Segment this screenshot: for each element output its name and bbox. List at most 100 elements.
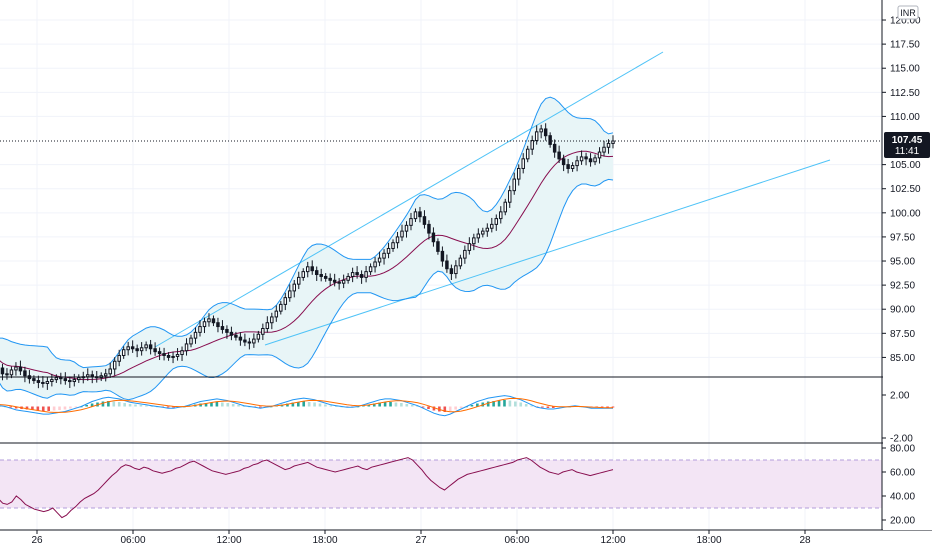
candle-body	[472, 237, 476, 245]
rsi-tick-label: 80.00	[890, 444, 915, 455]
macd-histogram-bar	[372, 403, 376, 407]
candle	[404, 221, 409, 238]
macd-line	[0, 395, 613, 417]
candle-body	[543, 128, 548, 137]
candle-body	[337, 281, 341, 284]
macd-histogram-bar	[242, 406, 246, 407]
macd-histogram-bar	[313, 402, 316, 407]
macd-histogram-bar	[52, 406, 56, 411]
rising-wedge-trendlines[interactable]	[154, 51, 831, 348]
macd-histogram-bar	[199, 403, 202, 407]
rsi-pane	[0, 457, 882, 519]
candle-body	[377, 257, 382, 263]
macd-histogram-bar	[215, 402, 219, 407]
candle	[270, 312, 274, 330]
candle-body	[490, 223, 494, 229]
candle	[516, 164, 521, 186]
candle-body	[499, 211, 503, 220]
candle-body	[530, 140, 534, 150]
candle-body	[418, 211, 422, 218]
candle	[292, 280, 297, 298]
lower-trendline[interactable]	[264, 159, 831, 346]
time-tick-label: 06:00	[120, 535, 145, 546]
macd-histogram-bar	[9, 406, 13, 408]
candle	[454, 260, 458, 279]
candle-body	[229, 331, 234, 336]
candle-body	[521, 158, 525, 169]
macd-histogram-bar	[454, 406, 457, 410]
macd-histogram-bar	[259, 406, 262, 408]
candle	[180, 346, 184, 361]
candle-body	[305, 266, 310, 273]
candle	[14, 362, 18, 376]
candle	[584, 152, 588, 166]
macd-histogram-bar	[503, 400, 506, 407]
candle	[341, 274, 346, 289]
candle-body	[243, 339, 247, 343]
time-axis[interactable]: 26 06:00 12:00 18:00 27 06:00 12:00 18:00 28	[31, 530, 811, 546]
candle	[238, 332, 243, 346]
macd-signal-line	[0, 397, 614, 413]
macd-histogram-bar	[497, 400, 501, 407]
candle-body	[68, 380, 72, 383]
candle	[279, 301, 283, 315]
macd-histogram-bar	[210, 402, 213, 407]
macd-histogram-bar	[546, 406, 550, 408]
macd-histogram-bar	[606, 406, 609, 408]
macd-histogram-bar	[237, 405, 240, 407]
candle-body	[18, 366, 23, 372]
candle	[436, 238, 440, 255]
macd-histogram-bar	[296, 402, 300, 407]
candle	[319, 268, 323, 282]
bar-countdown: 11:41	[895, 146, 920, 157]
candle-body	[292, 283, 297, 292]
candle	[216, 317, 220, 333]
candle-body	[346, 275, 350, 281]
candle	[112, 357, 117, 376]
upper-trendline[interactable]	[154, 51, 664, 348]
time-tick-label: 18:00	[312, 535, 337, 546]
macd-histogram-bar	[459, 406, 463, 408]
time-tick-label: 06:00	[504, 535, 529, 546]
candle	[126, 341, 130, 356]
macd-histogram-bar	[318, 403, 322, 407]
candle	[108, 362, 112, 378]
time-tick-label: 12:00	[216, 535, 241, 546]
candle	[144, 341, 148, 352]
candle-body	[579, 156, 584, 162]
macd-histogram-bar	[112, 401, 116, 407]
candle	[346, 273, 350, 284]
candle-body	[252, 338, 256, 344]
macd-histogram-bar	[85, 405, 88, 407]
candle	[117, 349, 121, 367]
candle	[364, 265, 368, 283]
candle	[534, 125, 539, 145]
candle-body	[332, 279, 337, 283]
candle	[481, 227, 485, 238]
pane-separators[interactable]	[0, 0, 932, 531]
candle-body	[534, 131, 539, 142]
candle-body	[148, 344, 153, 350]
candle-body	[86, 374, 90, 378]
candle	[265, 316, 270, 333]
rsi-tick-label: 20.00	[890, 516, 915, 527]
candle	[422, 210, 427, 229]
candle-body	[238, 336, 243, 341]
candle	[539, 124, 543, 139]
candle-body	[198, 326, 202, 333]
price-axis[interactable]: 120.00 117.50 115.00 112.50 110.00 105.00 102.…	[882, 16, 921, 364]
candle-body	[32, 378, 36, 382]
rsi-axis[interactable]: 80.00 60.00 40.00 20.00	[882, 444, 915, 527]
candle-body	[409, 218, 413, 226]
candle	[323, 273, 328, 282]
candle-body	[117, 354, 121, 362]
candle-body	[516, 167, 521, 180]
candle-body	[310, 266, 314, 272]
candle	[328, 273, 332, 286]
price-tick-label: 102.50	[890, 184, 921, 195]
candle-body	[171, 355, 175, 358]
macd-histogram-bar	[134, 404, 137, 407]
candle	[575, 155, 579, 172]
macd-axis[interactable]: 2.00 -2.00	[882, 391, 913, 445]
